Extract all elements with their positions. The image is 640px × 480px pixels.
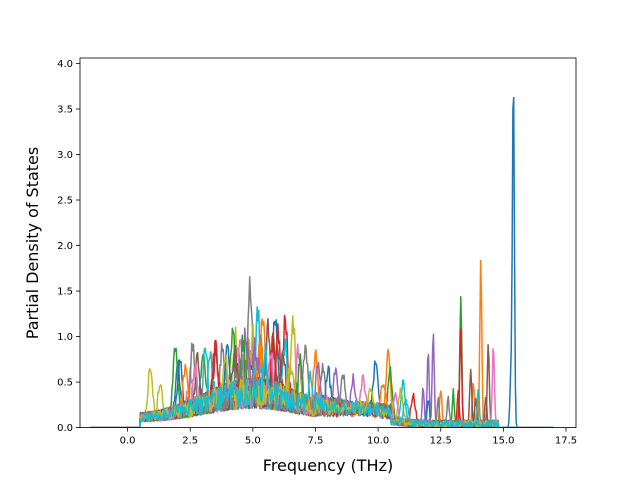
y-tick-label: 1.5 [57, 287, 73, 298]
x-axis-ticks: 0.0 2.5 5.0 7.5 10.0 12.5 15.0 17.5 [120, 427, 577, 447]
x-tick-label: 10.0 [367, 436, 389, 447]
y-tick-label: 2.0 [57, 241, 73, 252]
x-tick-label: 17.5 [555, 436, 577, 447]
y-tick-label: 1.0 [57, 332, 73, 343]
y-tick-label: 2.5 [57, 196, 73, 207]
y-tick-label: 4.0 [57, 59, 73, 70]
y-tick-label: 0.5 [57, 378, 73, 389]
y-tick-label: 3.0 [57, 150, 73, 161]
plot-frame [79, 57, 577, 429]
x-tick-label: 0.0 [120, 436, 136, 447]
x-tick-label: 2.5 [182, 436, 198, 447]
pdos-series-line [90, 343, 554, 428]
x-axis-label: Frequency (THz) [263, 456, 393, 475]
x-tick-label: 12.5 [430, 436, 452, 447]
x-tick-label: 7.5 [308, 436, 324, 447]
x-tick-label: 5.0 [245, 436, 261, 447]
y-tick-label: 0.0 [57, 423, 73, 434]
y-axis-ticks: 0.0 0.5 1.0 1.5 2.0 2.5 3.0 3.5 4.0 [57, 59, 80, 434]
x-tick-label: 15.0 [492, 436, 514, 447]
y-axis-label: Partial Density of States [23, 147, 42, 339]
series-layer [90, 96, 554, 428]
y-tick-label: 3.5 [57, 104, 73, 115]
